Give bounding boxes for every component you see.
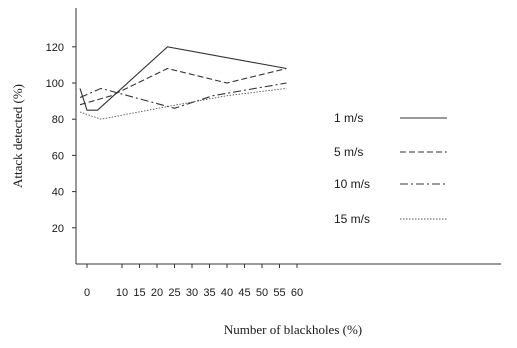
series-line-3 xyxy=(79,87,287,120)
y-tick-label: 80 xyxy=(52,114,64,126)
series-line-1 xyxy=(79,67,287,106)
x-tick-label: 30 xyxy=(186,287,198,299)
legend-label-2: 10 m/s xyxy=(334,177,370,191)
y-axis-label: Attack detected (%) xyxy=(10,84,25,188)
x-tick-label: 35 xyxy=(203,287,215,299)
y-tick-label: 40 xyxy=(52,187,64,199)
y-ticks: 20 40 60 80 100 120 xyxy=(46,42,76,235)
x-tick-label: 45 xyxy=(238,287,250,299)
x-tick-label: 20 xyxy=(151,287,163,299)
x-axis-label: Number of blackholes (%) xyxy=(224,322,362,337)
y-tick-label: 20 xyxy=(52,223,64,235)
legend-label-0: 1 m/s xyxy=(334,111,363,125)
y-tick-label: 60 xyxy=(52,150,64,162)
y-tick-label: 100 xyxy=(46,78,64,90)
legend: 1 m/s 5 m/s 10 m/s 15 m/s xyxy=(334,111,447,226)
series-line-2 xyxy=(79,82,287,109)
series-layer xyxy=(79,46,287,120)
x-tick-label: 15 xyxy=(133,287,145,299)
x-tick-label: 10 xyxy=(116,287,128,299)
x-tick-label: 55 xyxy=(273,287,285,299)
x-tick-label: 25 xyxy=(168,287,180,299)
legend-label-1: 5 m/s xyxy=(334,145,363,159)
y-tick-label: 120 xyxy=(46,42,64,54)
series-line-0 xyxy=(79,46,287,111)
legend-label-3: 15 m/s xyxy=(334,212,370,226)
x-tick-label: 0 xyxy=(84,287,90,299)
x-tick-label: 50 xyxy=(256,287,268,299)
x-tick-label: 40 xyxy=(221,287,233,299)
x-ticks: 0 10 15 20 25 30 35 40 45 50 55 60 xyxy=(84,264,303,299)
x-tick-label: 60 xyxy=(291,287,303,299)
